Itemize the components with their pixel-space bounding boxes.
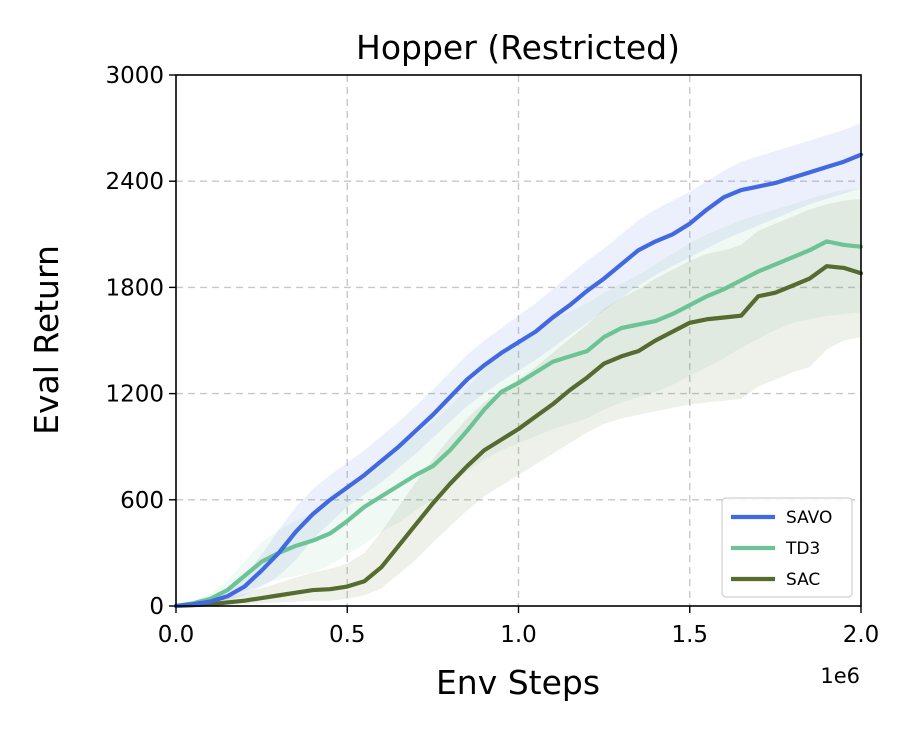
x-tick-label: 0.0 bbox=[158, 622, 195, 648]
y-axis-ticks: 0 600 1200 1800 2400 3000 bbox=[105, 63, 176, 620]
legend-label-td3: TD3 bbox=[785, 539, 820, 559]
y-tick-label: 600 bbox=[120, 488, 164, 514]
legend-label-sac: SAC bbox=[786, 570, 820, 590]
band-sac bbox=[176, 198, 861, 606]
legend: SAVO TD3 SAC bbox=[721, 497, 853, 598]
chart-title: Hopper (Restricted) bbox=[356, 28, 680, 67]
x-tick-label: 1.0 bbox=[500, 622, 537, 648]
y-axis-label: Eval Return bbox=[27, 245, 66, 435]
series-line-savo bbox=[173, 152, 864, 609]
x-tick-label: 1.5 bbox=[671, 622, 708, 648]
y-tick-label: 0 bbox=[149, 594, 164, 620]
legend-box bbox=[721, 497, 853, 598]
x-axis-label: Env Steps bbox=[436, 663, 600, 702]
series-lines bbox=[173, 152, 864, 609]
series-line-td3 bbox=[173, 239, 864, 609]
x-tick-label: 2.0 bbox=[843, 622, 880, 648]
x-tick-label: 0.5 bbox=[329, 622, 366, 648]
y-tick-label: 1200 bbox=[105, 382, 164, 408]
x-axis-offset-label: 1e6 bbox=[820, 664, 860, 688]
x-axis-ticks: 0.0 0.5 1.0 1.5 2.0 bbox=[158, 606, 880, 648]
legend-label-savo: SAVO bbox=[786, 508, 832, 528]
band-td3 bbox=[176, 188, 861, 606]
legend-items: SAVO TD3 SAC bbox=[731, 508, 832, 590]
y-tick-label: 1800 bbox=[105, 275, 164, 301]
y-tick-label: 2400 bbox=[105, 169, 164, 195]
y-tick-label: 3000 bbox=[105, 63, 164, 89]
series-line-sac bbox=[173, 264, 864, 609]
